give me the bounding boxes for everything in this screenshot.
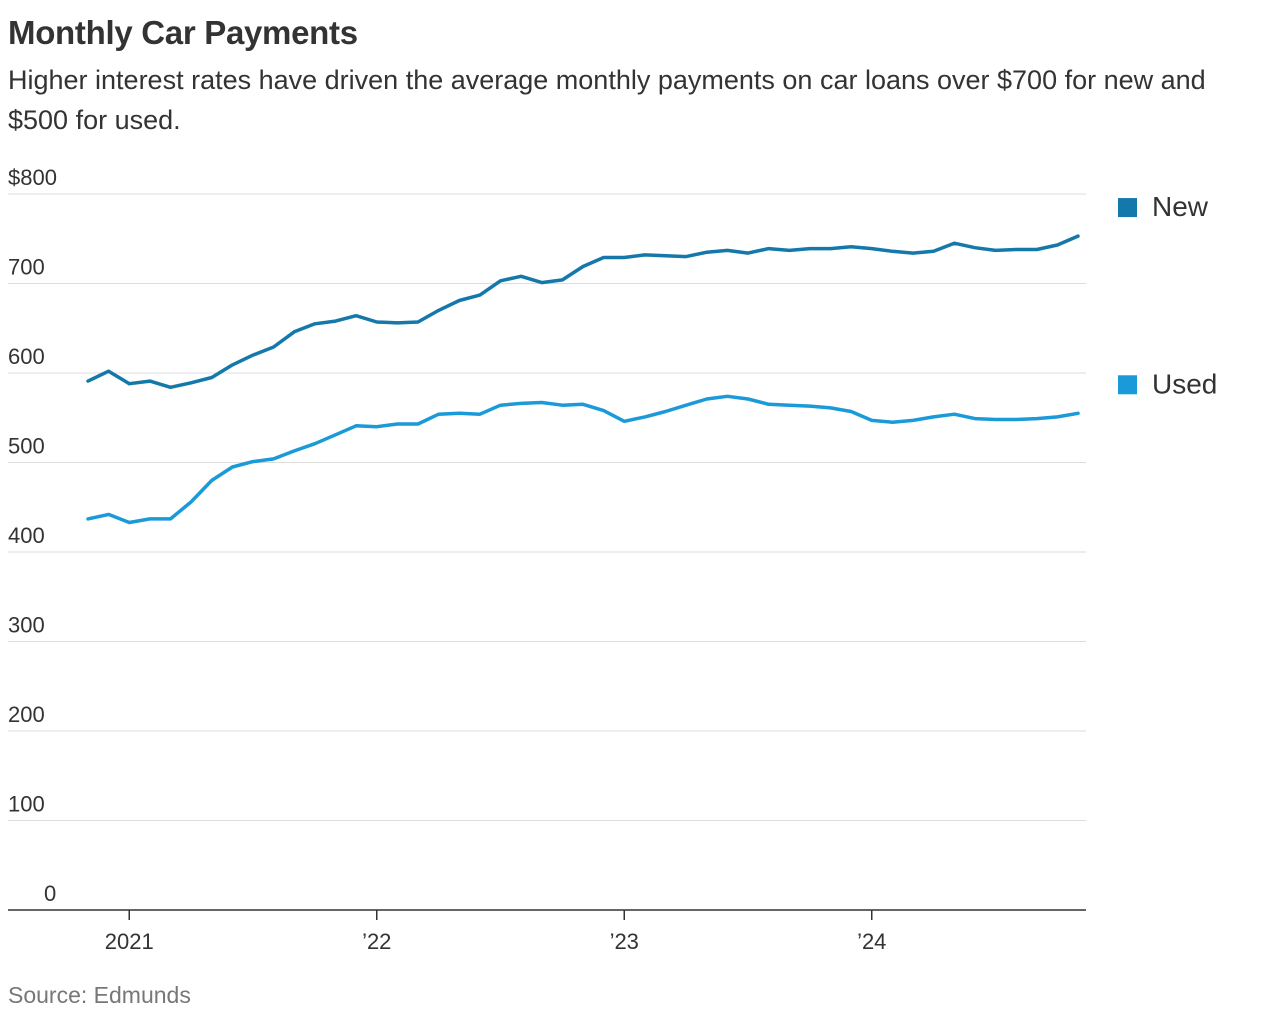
x-tick-label-1: ’22 [362, 929, 391, 954]
y-tick-label-800: $800 [8, 165, 57, 190]
y-tick-label-400: 400 [8, 523, 45, 548]
y-tick-label-700: 700 [8, 255, 45, 280]
chart-title: Monthly Car Payments [8, 14, 358, 51]
x-tick-label-2: ’23 [610, 929, 639, 954]
x-tick-label-3: ’24 [857, 929, 886, 954]
series-lines [86, 234, 1080, 525]
y-tick-label-0: 0 [44, 881, 56, 906]
legend-swatch-used [1118, 375, 1137, 395]
legend-label-used: Used [1152, 368, 1217, 399]
series-line-new [86, 234, 1080, 390]
x-axis-ticks: 2021 ’22 ’23 ’24 [105, 910, 886, 954]
gridlines [8, 193, 1086, 911]
legend-swatch-new [1118, 198, 1137, 218]
x-tick-label-0: 2021 [105, 929, 154, 954]
y-tick-label-500: 500 [8, 434, 45, 459]
legend-label-new: New [1152, 191, 1209, 222]
y-tick-label-200: 200 [8, 702, 45, 727]
series-line-used [86, 394, 1080, 525]
source-note: Source: Edmunds [8, 982, 191, 1008]
y-tick-label-100: 100 [8, 792, 45, 817]
legend: New Used [1118, 191, 1217, 399]
y-axis-ticks: 0 100 200 300 400 500 600 700 $800 [8, 165, 57, 906]
y-tick-label-300: 300 [8, 613, 45, 638]
chart-subtitle: Higher interest rates have driven the av… [8, 65, 1206, 135]
y-tick-label-600: 600 [8, 344, 45, 369]
